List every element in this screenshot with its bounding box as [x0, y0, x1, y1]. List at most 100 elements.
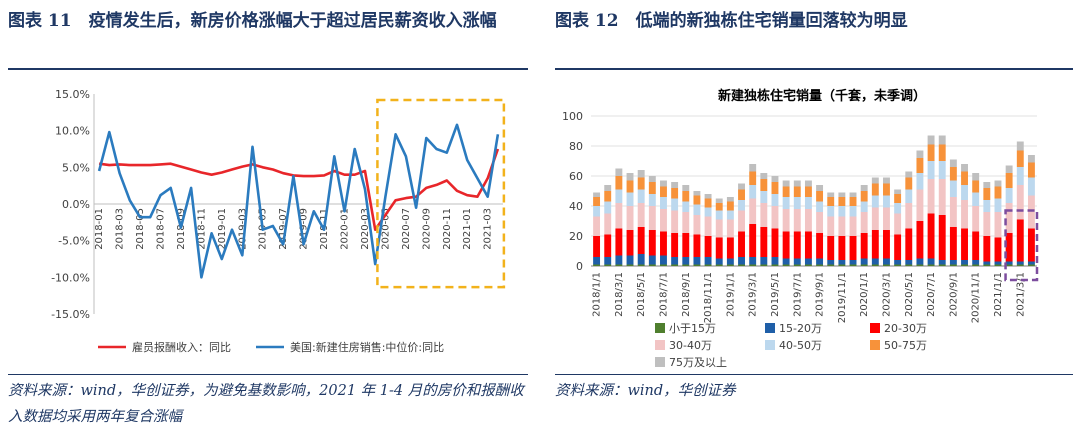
y-tick-label: 0.0%	[62, 198, 90, 211]
bar-segment	[938, 264, 946, 266]
x-tick-label: 2020/1/1	[859, 272, 870, 317]
legend-label: 15-20万	[779, 322, 822, 335]
bar-segment	[782, 197, 790, 209]
bar-chart: 新建独栋住宅销量（千套，未季调） 100 80 60 40 20 0 2018/1/1 2018…	[562, 88, 1039, 369]
bar-segment	[626, 230, 634, 256]
bar-segment	[972, 231, 980, 260]
bar-segment	[604, 201, 612, 214]
bar-segment	[927, 213, 935, 259]
bar-segment	[693, 264, 701, 266]
bar-segment	[916, 221, 924, 259]
bar-segment	[771, 206, 779, 229]
left-source-rule	[8, 374, 528, 375]
bar-segment	[648, 264, 656, 266]
bar-segment	[771, 176, 779, 182]
bar-segment	[782, 180, 790, 187]
bar-segment	[1027, 177, 1035, 196]
bar-segment	[793, 209, 801, 232]
bar-segment	[660, 197, 667, 209]
bar-segment	[637, 264, 645, 266]
bar-segment	[693, 204, 701, 215]
bar-segment	[793, 180, 801, 187]
bar-segment	[961, 164, 968, 172]
x-tick-label: 2019/1/1	[725, 272, 736, 317]
bar-segment	[793, 231, 801, 259]
bar-segment	[860, 258, 868, 265]
x-tick-label: 2020-11	[442, 208, 453, 250]
bar-segment	[983, 264, 991, 266]
bar-segment	[804, 231, 812, 259]
bar-segment	[738, 264, 745, 266]
bar-segment	[905, 203, 913, 229]
y-tick-label: 80	[569, 140, 583, 153]
bar-segment	[838, 192, 846, 197]
bar-segment	[883, 183, 890, 196]
bar-segment	[860, 191, 868, 202]
bar-segment	[1005, 261, 1013, 265]
bar-segment	[816, 201, 824, 212]
bar-segment	[961, 171, 968, 185]
bar-segment	[771, 257, 779, 265]
bar-segment	[749, 264, 757, 266]
bar-segment	[871, 183, 879, 196]
bar-segment	[860, 233, 868, 259]
bar-segment	[916, 264, 924, 266]
x-tick-label: 2019/5/1	[770, 272, 781, 317]
bar-segment	[682, 185, 690, 191]
x-tick-label: 2019-09	[299, 208, 310, 250]
highlight-box	[1004, 209, 1039, 282]
bar-segment	[883, 230, 890, 259]
y-tick-label: -15.0%	[51, 308, 90, 321]
bar-segment	[994, 261, 1002, 265]
bar-segment	[804, 258, 812, 265]
bar-segment	[749, 198, 757, 224]
left-figure-title: 图表 11 疫情发生后，新房价格涨幅大于超过居民薪资收入涨幅	[8, 11, 497, 31]
bar-segment	[1005, 188, 1013, 203]
bar-segment	[682, 212, 690, 233]
bar-segment	[916, 173, 924, 190]
bar-segment	[927, 161, 935, 179]
bar-segment	[771, 182, 779, 194]
bar-segment	[593, 257, 601, 265]
bar-segment	[1027, 228, 1035, 262]
bar-segment	[615, 203, 623, 229]
bar-segment	[883, 264, 890, 266]
legend-price-label: 美国:新建住房销售:中位价:同比	[290, 340, 444, 354]
bar-segment	[771, 194, 779, 206]
bar-segment	[738, 183, 745, 190]
bar-segment	[704, 198, 712, 208]
bar-segment	[782, 209, 790, 232]
legend-label: 30-40万	[669, 339, 712, 352]
x-tick-label: 2020-01	[340, 208, 351, 250]
right-source-note: 资料来源：wind，华创证券	[555, 383, 736, 399]
bar-segment	[1016, 141, 1024, 151]
bar-segment	[838, 264, 846, 266]
bar-segment	[660, 255, 667, 265]
x-tick-label: 2020-07	[401, 208, 412, 250]
bar-segment	[726, 197, 734, 202]
bar-segment	[849, 206, 857, 217]
bar-segment	[804, 264, 812, 266]
bar-segment	[1016, 219, 1024, 262]
bar-segment	[760, 257, 768, 265]
bar-segment	[1027, 155, 1035, 163]
bar-segment	[715, 198, 723, 203]
x-tick-label: 2019/7/1	[792, 272, 803, 317]
bar-segment	[871, 177, 879, 184]
bar-segment	[726, 201, 734, 211]
legend-label: 40-50万	[779, 339, 822, 352]
bar-segment	[961, 185, 968, 200]
bar-segment	[793, 264, 801, 266]
bar-segment	[760, 227, 768, 257]
bar-segment	[615, 189, 623, 203]
bar-segment	[749, 224, 757, 257]
bar-segment	[637, 170, 645, 178]
x-tick-label: 2021-01	[462, 208, 473, 250]
bar-segment	[961, 260, 968, 265]
bar-segment	[1005, 173, 1013, 188]
bar-segment	[994, 212, 1002, 238]
bar-segment	[927, 264, 935, 266]
bar-segment	[816, 185, 824, 191]
bar-segment	[793, 186, 801, 197]
bar-segment	[704, 216, 712, 236]
